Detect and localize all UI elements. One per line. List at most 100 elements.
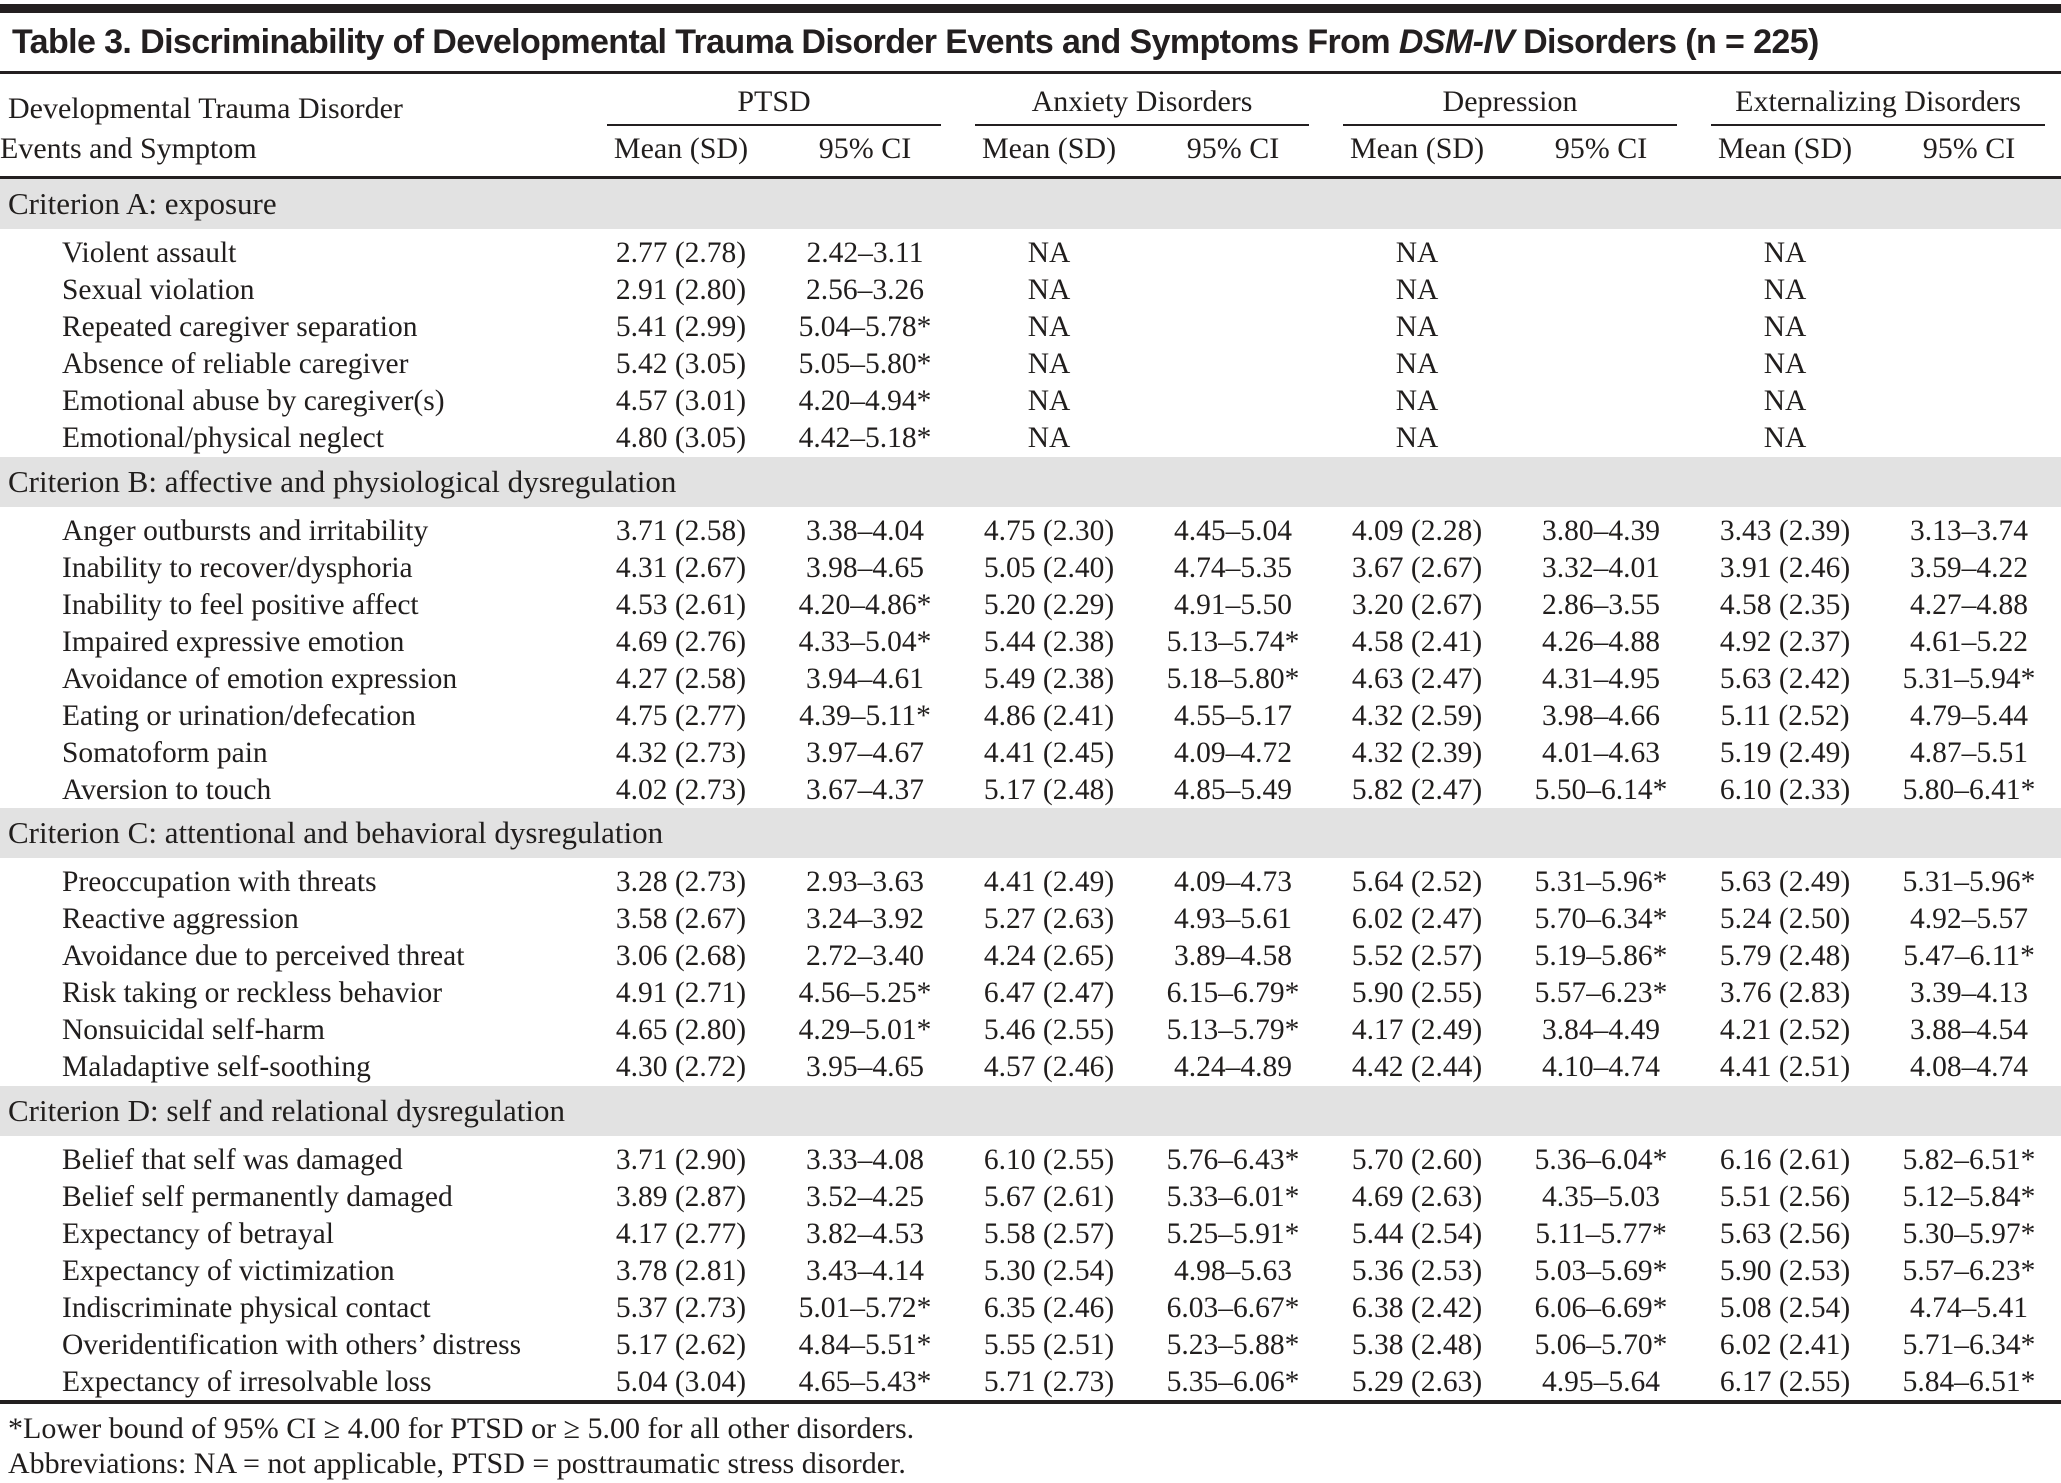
symptom-label: Anger outbursts and irritability xyxy=(62,514,429,547)
mean-sd-cell: 6.02 (2.41) xyxy=(1719,1328,1851,1361)
mean-sd-cell: 4.27 (2.58) xyxy=(615,662,747,695)
ci-cell: 3.89–4.58 xyxy=(1174,940,1293,972)
mean-sd-cell: 6.16 (2.61) xyxy=(1719,1143,1851,1176)
mean-sd-cell: NA xyxy=(1027,311,1071,343)
mean-sd-cell: 3.20 (2.67) xyxy=(1351,588,1483,621)
symptom-label: Inability to recover/dysphoria xyxy=(62,551,413,584)
table-header: Developmental Trauma Disorder PTSD Anxie… xyxy=(0,74,2061,179)
mean-sd-cell: 5.05 (2.40) xyxy=(983,551,1115,584)
ci-cell: 4.84–5.51* xyxy=(798,1328,932,1361)
symptom-label: Impaired expressive emotion xyxy=(62,625,405,658)
ci-cell xyxy=(1140,383,1326,420)
mean-sd-cell: 5.51 (2.56) xyxy=(1719,1180,1851,1213)
mean-sd-cell: 4.75 (2.30) xyxy=(983,514,1115,547)
mean-sd-cell: NA xyxy=(1395,348,1439,380)
mean-sd-cell: 5.08 (2.54) xyxy=(1719,1291,1851,1324)
ci-cell: 4.24–4.89 xyxy=(1174,1051,1293,1083)
ci-cell: 4.93–5.61 xyxy=(1174,903,1293,935)
ci-cell xyxy=(1876,346,2061,383)
table-row: Nonsuicidal self-harm 4.65 (2.80) 4.29–5.0… xyxy=(0,1012,2061,1049)
ci-cell: 4.55–5.17 xyxy=(1174,699,1293,732)
mean-sd-cell: NA xyxy=(1763,385,1807,417)
mean-sd-cell: 5.55 (2.51) xyxy=(983,1328,1115,1361)
ci-cell: 3.88–4.54 xyxy=(1910,1014,2029,1046)
ci-header: 95% CI xyxy=(772,127,959,179)
symptom-label: Avoidance due to perceived threat xyxy=(62,940,465,972)
mean-sd-header: Mean (SD) xyxy=(1694,127,1877,179)
ci-cell: 4.79–5.44 xyxy=(1910,699,2029,732)
ci-cell: 4.09–4.72 xyxy=(1174,736,1293,769)
ci-cell: 4.08–4.74 xyxy=(1910,1051,2029,1083)
table-row: Overidentification with others’ distress… xyxy=(0,1326,2061,1363)
mean-sd-cell: 6.35 (2.46) xyxy=(983,1291,1115,1324)
ci-cell: 5.31–5.96* xyxy=(1902,866,2036,898)
table-row: Maladaptive self-soothing 4.30 (2.72) 3.95… xyxy=(0,1049,2061,1086)
ci-cell: 5.70–6.34* xyxy=(1534,903,1668,935)
table-row: Impaired expressive emotion 4.69 (2.76) 4.… xyxy=(0,623,2061,660)
symptom-label: Avoidance of emotion expression xyxy=(62,662,458,695)
criterion-band-label: Criterion C: attentional and behavioral … xyxy=(0,808,2061,858)
ci-cell: 4.31–4.95 xyxy=(1542,662,1661,695)
mean-sd-cell: 4.57 (3.01) xyxy=(615,385,747,417)
mean-sd-cell: NA xyxy=(1763,422,1807,454)
criterion-band-row: Criterion D: self and relational dysregu… xyxy=(0,1085,2061,1136)
mean-sd-cell: 3.28 (2.73) xyxy=(615,866,747,898)
mean-sd-cell: 5.44 (2.54) xyxy=(1351,1217,1483,1250)
ci-cell: 3.24–3.92 xyxy=(806,903,924,935)
ci-cell: 4.91–5.50 xyxy=(1174,588,1293,621)
criterion-band-label: Criterion B: affective and physiological… xyxy=(0,456,2061,507)
ci-cell: 5.01–5.72* xyxy=(798,1291,932,1324)
ci-cell xyxy=(1876,272,2061,309)
ci-cell: 3.13–3.74 xyxy=(1910,514,2029,547)
mean-sd-cell: NA xyxy=(1763,311,1807,343)
symptom-label: Preoccupation with threats xyxy=(62,866,377,898)
mean-sd-cell: 5.17 (2.48) xyxy=(983,773,1115,806)
table-row: Belief that self was damaged 3.71 (2.90) 3… xyxy=(0,1136,2061,1179)
ci-cell: 3.43–4.14 xyxy=(806,1254,924,1287)
ci-cell: 5.11–5.77* xyxy=(1535,1217,1667,1250)
mean-sd-cell: 3.89 (2.87) xyxy=(615,1180,747,1213)
title-rule xyxy=(0,71,2061,74)
table-row: Avoidance due to perceived threat 3.06 (2… xyxy=(0,938,2061,975)
ci-cell: 4.20–4.94* xyxy=(798,385,932,417)
ci-cell: 4.87–5.51 xyxy=(1910,736,2029,769)
mean-sd-cell: 5.63 (2.49) xyxy=(1719,866,1851,898)
ci-cell: 4.61–5.22 xyxy=(1910,625,2029,658)
ci-cell xyxy=(1140,229,1326,272)
ci-cell xyxy=(1140,309,1326,346)
mean-sd-cell: NA xyxy=(1395,237,1439,269)
ci-cell: 5.03–5.69* xyxy=(1534,1254,1668,1287)
ci-cell: 5.13–5.74* xyxy=(1166,625,1300,658)
table-row: Eating or urination/defecation 4.75 (2.77… xyxy=(0,697,2061,734)
mean-sd-cell: NA xyxy=(1027,385,1071,417)
ci-cell: 5.57–6.23* xyxy=(1534,977,1668,1009)
ci-cell: 5.80–6.41* xyxy=(1902,773,2036,806)
table-row: Indiscriminate physical contact 5.37 (2.7… xyxy=(0,1289,2061,1326)
symptom-label: Expectancy of irresolvable loss xyxy=(62,1365,432,1398)
symptom-label: Overidentification with others’ distress xyxy=(62,1328,522,1361)
ci-cell: 5.19–5.86* xyxy=(1534,940,1668,972)
ci-cell: 5.13–5.79* xyxy=(1166,1014,1300,1046)
mean-sd-cell: 4.92 (2.37) xyxy=(1719,625,1851,658)
ci-cell: 4.65–5.43* xyxy=(798,1365,932,1398)
mean-sd-cell: 4.31 (2.67) xyxy=(615,551,747,584)
ci-cell: 4.56–5.25* xyxy=(798,977,932,1009)
mean-sd-cell: 4.86 (2.41) xyxy=(983,699,1115,732)
mean-sd-header: Mean (SD) xyxy=(1326,127,1509,179)
ci-cell: 4.26–4.88 xyxy=(1542,625,1661,658)
mean-sd-cell: 4.41 (2.51) xyxy=(1719,1051,1851,1083)
ci-cell: 4.35–5.03 xyxy=(1542,1180,1661,1213)
mean-sd-cell: 5.44 (2.38) xyxy=(983,625,1115,658)
mean-sd-cell: 4.58 (2.35) xyxy=(1719,588,1851,621)
ci-header: 95% CI xyxy=(1140,127,1327,179)
mean-sd-cell: 5.19 (2.49) xyxy=(1719,736,1851,769)
table-row: Belief self permanently damaged 3.89 (2.8… xyxy=(0,1178,2061,1215)
ci-cell xyxy=(1876,229,2061,272)
criterion-band-row: Criterion B: affective and physiological… xyxy=(0,456,2061,507)
mean-sd-cell: 3.91 (2.46) xyxy=(1719,551,1851,584)
ci-cell xyxy=(1508,383,1694,420)
ci-cell: 3.39–4.13 xyxy=(1910,977,2029,1009)
mean-sd-header: Mean (SD) xyxy=(590,127,772,179)
ci-cell: 4.01–4.63 xyxy=(1542,736,1661,769)
mean-sd-cell: 4.80 (3.05) xyxy=(615,422,747,454)
